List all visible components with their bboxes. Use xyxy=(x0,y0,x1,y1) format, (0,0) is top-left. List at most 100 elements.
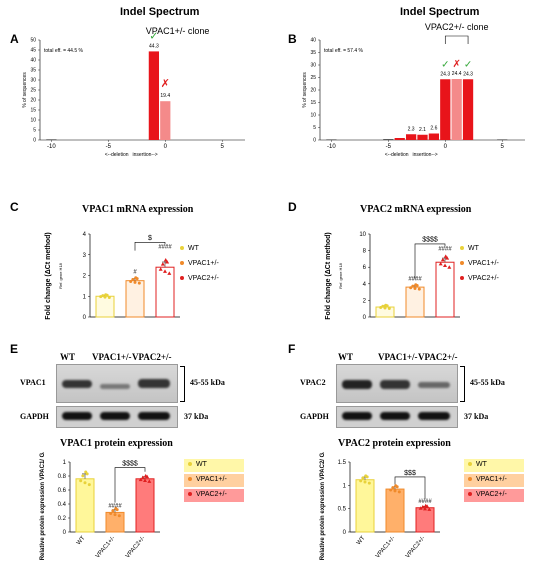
data-point xyxy=(383,306,387,310)
y-tick-label: 1 xyxy=(343,483,347,489)
data-point xyxy=(389,488,393,492)
cross-icon: ✗ xyxy=(161,78,170,90)
data-point xyxy=(363,480,367,484)
band-v2-vpac2 xyxy=(418,382,450,388)
indel-bar xyxy=(428,133,440,140)
data-point xyxy=(111,509,115,513)
data-bar xyxy=(385,488,405,533)
data-point xyxy=(163,269,167,273)
clone-label: VPAC2+/- clone xyxy=(425,22,489,32)
legend-marker xyxy=(188,477,192,481)
data-point xyxy=(438,261,443,266)
y-tick-label: 4 xyxy=(363,282,367,288)
y-label: Fold change (ΔCt method) xyxy=(325,232,332,319)
check-icon: ✓ xyxy=(441,59,449,70)
data-point xyxy=(411,284,415,288)
indel-bar xyxy=(326,139,337,140)
legend-box xyxy=(184,459,244,472)
y-tick-label: 2 xyxy=(363,298,367,304)
legend-label: VPAC2+/- xyxy=(468,275,499,282)
x-tick-label: VPAC2+/- xyxy=(405,535,427,559)
indel-bar xyxy=(405,134,417,140)
y-tick-label: 3 xyxy=(83,253,87,259)
data-point xyxy=(387,307,391,311)
indel-bar xyxy=(46,139,57,140)
y-tick-label: 0.2 xyxy=(58,516,67,522)
data-bar xyxy=(75,478,95,533)
legend-marker xyxy=(468,492,472,496)
band-v1-vpac2 xyxy=(380,380,410,389)
data-point xyxy=(381,304,385,308)
band-wt-vpac2 xyxy=(342,380,372,389)
panel-letter-a: A xyxy=(10,32,19,46)
y-tick-label: 5 xyxy=(313,125,316,131)
data-point xyxy=(147,479,152,483)
lane-vpac2-e: VPAC2+/- xyxy=(132,352,172,362)
y-tick-label: 4 xyxy=(83,232,87,238)
data-point xyxy=(163,257,168,262)
y-tick-label: 10 xyxy=(359,232,366,238)
data-bar xyxy=(415,507,435,533)
data-point xyxy=(133,280,137,284)
y-tick-label: 40 xyxy=(30,58,36,64)
sig-label: $$$ xyxy=(404,470,416,477)
y-label: Relative protein expression VPAC2/ GAPDH xyxy=(320,452,326,560)
y-tick-label: 8 xyxy=(363,249,367,255)
data-point xyxy=(83,481,87,485)
panel-letter-d: D xyxy=(288,200,297,214)
legend-marker xyxy=(460,276,464,280)
legend-label: WT xyxy=(476,461,488,468)
bracket-e xyxy=(180,366,185,402)
sig-bracket xyxy=(414,243,446,279)
data-bar xyxy=(405,286,425,318)
title-d: VPAC2 mRNA expression xyxy=(360,204,472,215)
data-point xyxy=(397,490,401,494)
title-f: VPAC2 protein expression xyxy=(338,438,451,449)
clone-label: VPAC1+/- clone xyxy=(146,26,210,36)
y-tick-label: 15 xyxy=(310,100,316,106)
legend-label: VPAC1+/- xyxy=(468,260,499,267)
y-tick-label: 0 xyxy=(363,315,367,321)
ref-gene-label: Ref. gene H18 xyxy=(58,262,63,289)
data-bar xyxy=(135,478,155,533)
data-point xyxy=(131,277,135,281)
panel-letter-f: F xyxy=(288,342,296,356)
band-gapdh-e-1 xyxy=(62,412,92,420)
lane-wt-e: WT xyxy=(60,352,76,362)
protein-chart-e: 0 0.2 0.4 0.6 0.8 1 Relative protein expressio… xyxy=(40,452,244,560)
x-tick-label: -5 xyxy=(106,144,112,150)
legend-marker xyxy=(180,276,184,280)
kda2-e: 37 kDa xyxy=(184,412,209,421)
data-point xyxy=(427,507,432,511)
data-point xyxy=(384,303,388,307)
data-bar xyxy=(435,261,455,318)
legend-label: VPAC2+/- xyxy=(188,275,219,282)
indel-bar xyxy=(497,139,508,140)
x-tick-label: 0 xyxy=(444,144,448,150)
check-icon: ✓ xyxy=(464,59,472,70)
y-tick-label: 15 xyxy=(30,108,36,114)
legend-label: WT xyxy=(188,245,200,252)
legend-box xyxy=(184,474,244,487)
indel-bar xyxy=(417,134,428,140)
data-point xyxy=(420,504,425,509)
x-label-right: insertion--> xyxy=(413,152,438,158)
bar-value-label: 24.4 xyxy=(452,71,462,77)
x-tick-label: WT xyxy=(356,535,367,546)
blot-label-vpac1: VPAC1 xyxy=(20,378,46,387)
data-point xyxy=(158,267,163,271)
title-e: VPAC1 protein expression xyxy=(60,438,173,449)
data-bar xyxy=(95,295,115,318)
legend-marker xyxy=(468,462,472,466)
total-eff: total eff. = 44.5 % xyxy=(44,48,84,54)
clone-bracket xyxy=(444,35,469,44)
x-label-left: <--deletion xyxy=(385,152,409,158)
x-tick-label: -10 xyxy=(47,144,56,150)
legend-box xyxy=(464,489,524,502)
y-tick-label: 0 xyxy=(343,530,347,536)
header-a: Indel Spectrum xyxy=(120,6,200,18)
data-point xyxy=(134,276,138,280)
data-point xyxy=(167,271,172,275)
bar-value-label: 2.3 xyxy=(408,126,415,132)
panel-letter-b: B xyxy=(288,32,297,46)
